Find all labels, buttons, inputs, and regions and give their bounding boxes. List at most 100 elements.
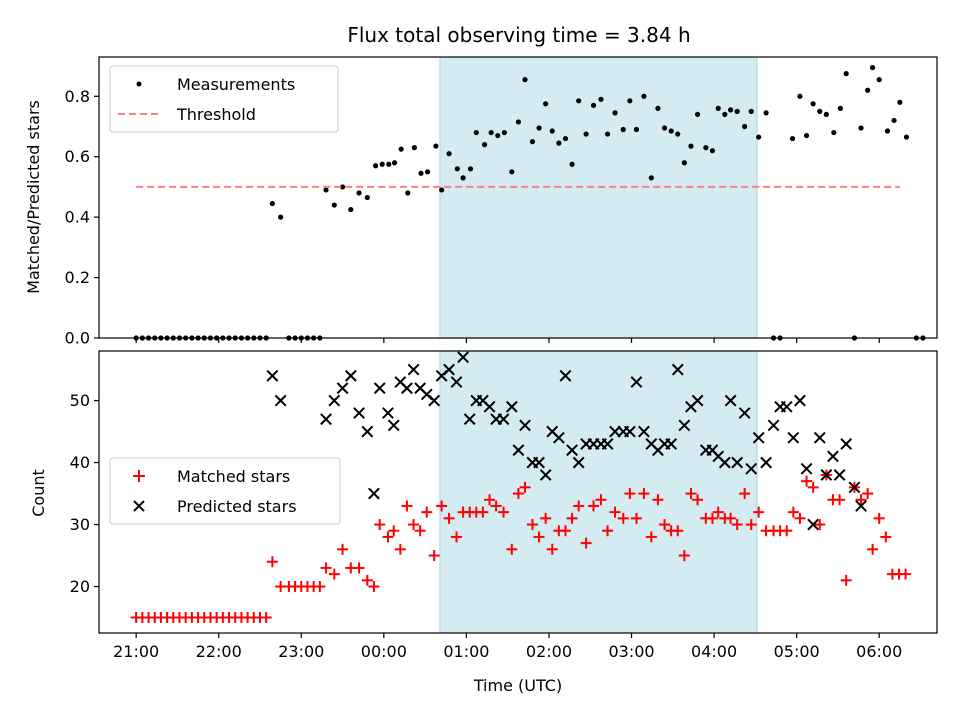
predicted-stars-point (724, 394, 737, 407)
matched-stars-point (873, 512, 885, 524)
measurements-point (884, 128, 891, 134)
x-tick-label: 23:00 (278, 642, 324, 661)
predicted-stars-point (780, 400, 793, 413)
matched-stars-point (685, 488, 697, 500)
measurements-point (549, 128, 555, 134)
matched-stars-point (638, 488, 650, 500)
x-tick-label: 22:00 (196, 642, 242, 661)
measurements-point (756, 134, 762, 140)
measurements-point (763, 110, 769, 116)
matched-stars-point (595, 494, 607, 506)
y-tick-label: 20 (70, 577, 90, 596)
measurements-point (460, 175, 466, 181)
measurements-point (348, 206, 354, 213)
predicted-stars-point (539, 469, 552, 481)
matched-stars-point (566, 512, 578, 524)
y-tick-label: 0.4 (65, 208, 90, 227)
legend-label-threshold: Threshold (176, 105, 256, 124)
measurements-point (536, 125, 542, 131)
matched-stars-point (834, 494, 846, 506)
x-tick-label: 05:00 (774, 642, 820, 661)
measurements-point (843, 71, 849, 77)
matched-stars-point (725, 512, 737, 524)
matched-stars-point (573, 500, 585, 512)
ratio-y-ticks: 0.0 0.2 0.4 0.6 0.8 (65, 87, 99, 348)
measurements-point (831, 129, 837, 136)
predicted-stars-point (787, 431, 800, 444)
matched-stars-point (559, 525, 571, 537)
matched-stars-point (880, 531, 892, 543)
predicted-stars-point (344, 369, 357, 382)
predicted-stars-point (266, 369, 279, 382)
predicted-stars-point (745, 462, 758, 475)
predicted-stars-point (336, 382, 349, 395)
legend-label-measurements: Measurements (177, 75, 295, 94)
measurements-point (515, 119, 522, 125)
predicted-stars-point (738, 407, 751, 419)
measurements-point (789, 135, 796, 142)
matched-stars-point (260, 612, 272, 624)
predicted-stars-point (361, 425, 374, 438)
predicted-stars-point (572, 456, 585, 469)
measurements-point (454, 166, 460, 172)
matched-stars-point (506, 543, 518, 555)
measurements-point (748, 108, 754, 114)
predicted-stars-point (807, 518, 820, 531)
matched-stars-point (436, 500, 448, 512)
predicted-stars-point (373, 382, 386, 395)
y-tick-label: 30 (70, 515, 90, 534)
legend-label-matched: Matched stars (177, 467, 290, 486)
predicted-stars-point (848, 481, 861, 494)
legend-marker-matched (133, 470, 145, 482)
x-tick-label: 06:00 (856, 642, 902, 661)
measurements-point (372, 163, 379, 169)
measurements-point (823, 111, 829, 118)
matched-stars-point (624, 488, 636, 500)
matched-stars-point (328, 568, 340, 580)
measurements-point (424, 169, 431, 175)
count-legend-box (109, 457, 341, 525)
matched-stars-point (266, 556, 278, 568)
matched-stars-point (490, 500, 502, 512)
measurements-point (405, 190, 411, 196)
matched-stars-point (739, 488, 751, 500)
y-tick-label: 50 (70, 391, 90, 410)
ratio-legend: Measurements Threshold (109, 65, 339, 133)
x-axis-label: Time (UTC) (473, 676, 562, 695)
legend-marker-measurements (136, 81, 142, 87)
predicted-stars-point (855, 500, 867, 512)
count-panel: 20 30 40 50 21:00 22:00 23:00 00:00 01:00 02:00 0… (29, 350, 938, 695)
x-tick-label: 04:00 (691, 642, 737, 661)
measurements-point (562, 135, 569, 142)
measurements-point (331, 202, 337, 208)
measurements-point (858, 125, 864, 131)
matched-stars-point (540, 512, 552, 524)
observing-time-span (439, 350, 758, 634)
measurements-point (529, 139, 536, 145)
measurements-point (356, 190, 362, 196)
matched-stars-point (609, 506, 621, 518)
predicted-stars-point (559, 369, 572, 382)
count-x-ticks: 21:00 22:00 23:00 00:00 01:00 02:00 03:00 04:00… (113, 633, 902, 661)
legend-marker-predicted (133, 500, 145, 512)
predicted-stars-point (274, 394, 287, 407)
predicted-stars-point (428, 394, 441, 407)
predicted-stars-point (718, 456, 731, 469)
measurements-point (633, 126, 640, 133)
predicted-stars-point (623, 425, 636, 438)
predicted-stars-point (512, 444, 525, 457)
measurements-point (897, 99, 903, 105)
measurements-point (481, 142, 488, 148)
matched-stars-point (617, 512, 629, 524)
matched-stars-point (855, 494, 867, 506)
predicted-stars-point (630, 376, 643, 388)
ratio-panel: 0.00.20.40.60.8 Matched/Predicted stars … (24, 56, 938, 348)
predicted-stars-point (533, 456, 545, 469)
measurements-point (694, 111, 701, 118)
ratio-x-ticks (135, 338, 880, 343)
matched-stars-point (580, 537, 592, 549)
measurements-point (379, 161, 385, 167)
y-tick-label: 0.2 (65, 268, 90, 287)
y-tick-label: 40 (70, 453, 90, 472)
measurements-point (870, 64, 876, 71)
